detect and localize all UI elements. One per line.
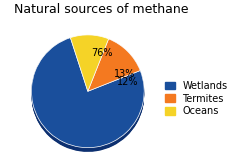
Wedge shape xyxy=(88,42,140,94)
Wedge shape xyxy=(70,37,109,93)
Wedge shape xyxy=(31,41,144,151)
Wedge shape xyxy=(70,38,109,94)
Wedge shape xyxy=(31,39,144,149)
Wedge shape xyxy=(70,39,109,95)
Wedge shape xyxy=(88,43,140,95)
Wedge shape xyxy=(88,43,140,96)
Wedge shape xyxy=(31,40,144,150)
Text: 13%: 13% xyxy=(114,69,136,79)
Wedge shape xyxy=(88,41,140,93)
Wedge shape xyxy=(70,37,109,93)
Wedge shape xyxy=(31,42,144,152)
Legend: Wetlands, Termites, Oceans: Wetlands, Termites, Oceans xyxy=(161,77,231,120)
Wedge shape xyxy=(88,39,140,92)
Wedge shape xyxy=(70,35,109,91)
Wedge shape xyxy=(70,38,109,95)
Text: 12%: 12% xyxy=(117,77,139,87)
Wedge shape xyxy=(31,38,144,148)
Text: 76%: 76% xyxy=(91,48,113,58)
Wedge shape xyxy=(88,39,140,91)
Wedge shape xyxy=(88,40,140,93)
Wedge shape xyxy=(70,36,109,92)
Wedge shape xyxy=(31,38,144,148)
Wedge shape xyxy=(88,40,140,92)
Wedge shape xyxy=(31,41,144,151)
Wedge shape xyxy=(31,39,144,149)
Wedge shape xyxy=(88,42,140,95)
Wedge shape xyxy=(70,35,109,92)
Wedge shape xyxy=(70,39,109,96)
Wedge shape xyxy=(31,40,144,150)
Title: Natural sources of methane: Natural sources of methane xyxy=(14,3,188,16)
